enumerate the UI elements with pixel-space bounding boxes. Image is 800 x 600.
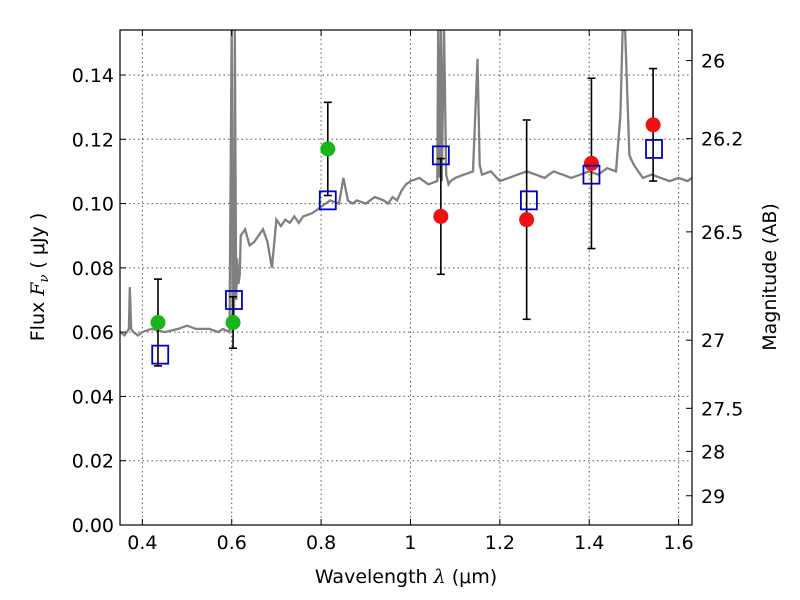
- observed-point-green: [225, 315, 241, 330]
- y2-tick-label: 28: [701, 441, 725, 463]
- y2-tick-label: 26: [701, 51, 725, 73]
- y2-axis-label: Magnitude (AB): [759, 203, 781, 351]
- y-axis-label: Flux Fν ( μJy ): [27, 213, 52, 342]
- x-tick-label: 1.4: [574, 532, 604, 554]
- observed-point-red: [433, 208, 449, 224]
- y2-axis: 26 26.2 26.5 27 27.5 28 29: [686, 51, 743, 508]
- y-tick-label: 0.00: [72, 515, 114, 537]
- model-point: [225, 290, 243, 310]
- model-point: [582, 164, 601, 185]
- x-tick-label: 0.4: [127, 532, 157, 554]
- y2-tick-label: 26.5: [701, 222, 743, 244]
- y-tick-label: 0.10: [72, 194, 114, 216]
- model-points: [151, 139, 663, 365]
- y2-tick-label: 27.5: [701, 398, 743, 420]
- x-tick-label: 0.8: [306, 532, 336, 554]
- x-tick-label: 1.6: [663, 532, 693, 554]
- model-point: [318, 190, 337, 211]
- x-tick-label: 0.6: [217, 532, 247, 554]
- model-point: [431, 145, 450, 166]
- y2-tick-label: 27: [701, 330, 725, 352]
- model-point: [151, 344, 170, 365]
- x-tick-label: 1: [404, 532, 416, 554]
- plot-area: [120, 30, 692, 367]
- y2-tick-label: 29: [701, 486, 725, 508]
- x-tick-label: 1.2: [485, 532, 515, 554]
- observed-point-red: [645, 117, 661, 133]
- observed-points: [150, 117, 661, 330]
- y-tick-label: 0.06: [72, 322, 114, 344]
- y-tick-label: 0.02: [72, 451, 114, 473]
- x-axis: 0.4 0.6 0.8 1 1.2 1.4 1.6: [127, 30, 694, 554]
- y-tick-label: 0.04: [72, 386, 114, 408]
- observed-point-red: [519, 212, 535, 228]
- y-tick-label: 0.14: [72, 65, 114, 87]
- observed-point-green: [320, 141, 336, 157]
- y-axis: 0.00 0.02 0.04 0.06 0.08 0.10 0.12 0.14: [72, 65, 126, 537]
- x-axis-label: Wavelength λ (μm): [315, 566, 497, 588]
- observed-point-red: [583, 155, 599, 171]
- spectrum-line: [120, 30, 692, 338]
- model-point: [645, 139, 663, 159]
- y2-tick-label: 26.2: [701, 129, 743, 151]
- y-tick-label: 0.08: [72, 258, 114, 280]
- plot-frame: [119, 29, 693, 526]
- observed-point-green: [150, 315, 166, 330]
- model-point: [519, 190, 538, 211]
- y-tick-label: 0.12: [72, 129, 114, 151]
